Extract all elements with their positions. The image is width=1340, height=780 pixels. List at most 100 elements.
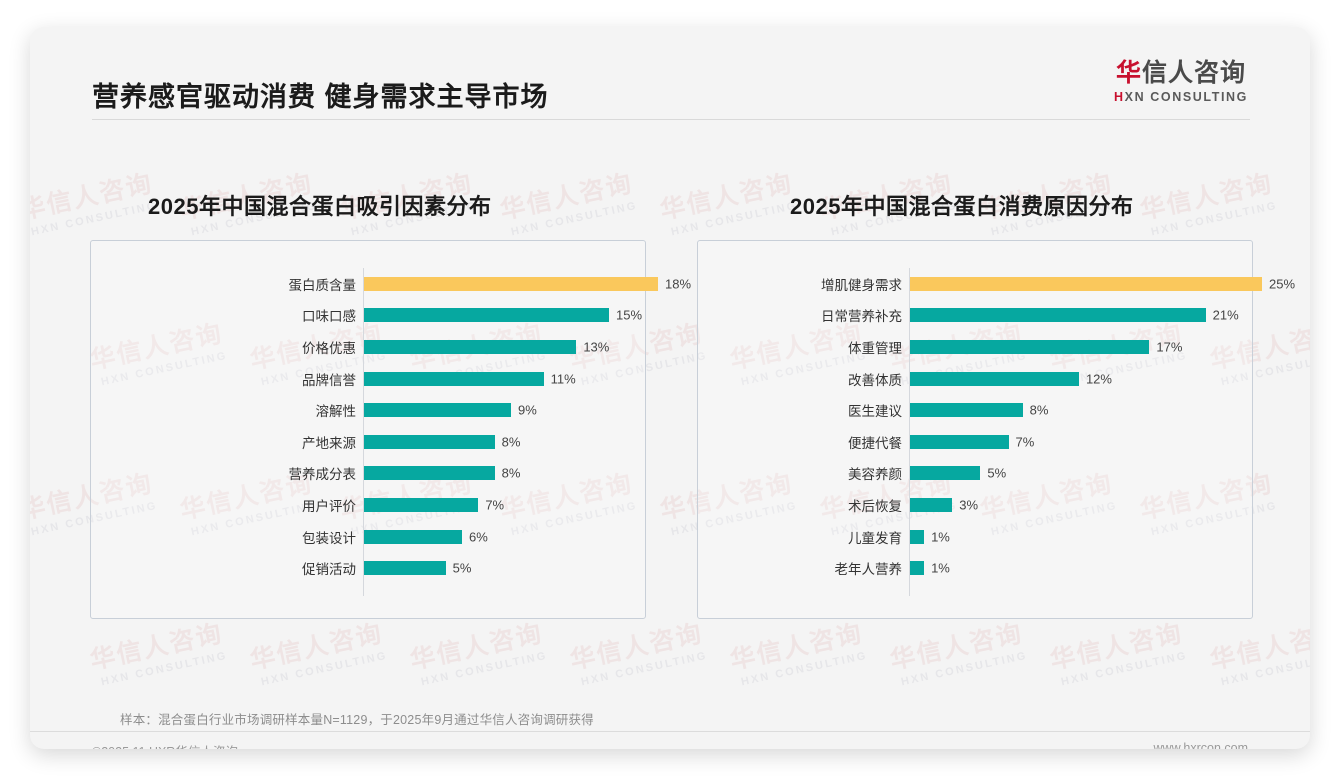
chart-title-left: 2025年中国混合蛋白吸引因素分布 [148,194,492,219]
watermark-chinese: 华信人咨询 [30,169,156,225]
bar [910,339,1150,354]
bar [910,276,1262,291]
chart-bar-row: 医生建议 8% [697,394,1251,426]
bar [364,371,544,386]
watermark-chinese: 华信人咨询 [87,619,226,675]
logo-chinese-text: 华信人咨询 [1114,59,1248,88]
watermark-chinese: 华信人咨询 [407,619,546,675]
bar [910,308,1206,323]
bar-value-label: 17% [1156,339,1183,355]
bar-value-label: 13% [583,339,610,355]
website-url: www.hxrcon.com [1153,741,1248,749]
watermark-english: HXN CONSULTING [259,649,389,689]
bar-chart-consumption-reasons: 增肌健身需求 25% 日常营养补充 21% 体重管理 17% 改善体质 12% 医生建议 8% 便捷… [697,240,1295,617]
bar-value-label: 5% [987,465,1007,481]
watermark-english: HXN CONSULTING [579,649,709,689]
chart-bar-row: 包装设计 6% [90,521,644,553]
chart-bar-row: 产地来源 8% [90,426,644,458]
bar [364,403,511,418]
bar-value-label: 3% [959,497,979,513]
watermark-english: HXN CONSULTING [1059,649,1189,689]
chart-bar-row: 促销活动 5% [90,552,644,584]
bar-category-label: 医生建议 [848,404,902,420]
watermark-english: HXN CONSULTING [1219,649,1310,689]
bar [364,466,495,481]
logo-chinese-first-char: 华 [1115,59,1142,87]
bar-category-label: 品牌信誉 [302,372,356,388]
bar-value-label: 5% [452,560,472,576]
slide-header: 营养感官驱动消费 健身需求主导市场 华信人咨询 HXN CONSULTING [30,27,1310,120]
bar-category-label: 老年人营养 [834,562,903,578]
bar [364,276,658,291]
bar [364,529,462,544]
chart-bar-row: 溶解性 9% [90,394,644,426]
watermark-english: HXN CONSULTING [899,649,1029,689]
chart-bar-row: 蛋白质含量 18% [90,268,692,300]
header-divider [92,119,1250,120]
sample-footnote: 样本：混合蛋白行业市场调研样本量N=1129，于2025年9月通过华信人咨询调研… [120,713,594,727]
chart-bar-row: 美容养颜 5% [697,458,1251,490]
chart-bar-row: 便捷代餐 7% [697,426,1251,458]
page-title: 营养感官驱动消费 健身需求主导市场 [92,82,549,112]
bar-value-label: 25% [1269,276,1296,292]
bar-value-label: 12% [1085,371,1112,387]
bar-category-label: 体重管理 [848,340,902,356]
bar [910,497,953,512]
chart-bar-row: 改善体质 12% [697,363,1251,395]
bar-category-label: 增肌健身需求 [821,277,902,293]
chart-axis-line [363,268,364,596]
chart-title-right: 2025年中国混合蛋白消费原因分布 [790,194,1134,219]
watermark-chinese: 华信人咨询 [567,619,706,675]
logo-english-rest: XN CONSULTING [1124,89,1248,104]
footer-divider [30,731,1310,732]
chart-bar-row: 日常营养补充 21% [697,300,1251,332]
bar-value-label: 9% [518,402,537,418]
chart-bar-row: 口味口感 15% [90,300,644,332]
bar [364,434,495,449]
chart-bar-row: 增肌健身需求 25% [697,268,1295,300]
chart-rows: 增肌健身需求 25% 日常营养补充 21% 体重管理 17% 改善体质 12% 医生建议 8% 便捷… [697,268,1295,584]
chart-bar-row: 体重管理 17% [697,331,1251,363]
bar-value-label: 8% [501,434,521,450]
bar-value-label: 8% [1029,402,1049,418]
chart-bar-row: 品牌信誉 11% [90,363,644,395]
bar-value-label: 15% [616,307,643,323]
bar-value-label: 18% [665,276,692,292]
chart-bar-row: 术后恢复 3% [697,489,1251,521]
logo-english-text: HXN CONSULTING [1114,90,1248,104]
bar [910,466,981,481]
bar-value-label: 6% [469,529,488,545]
bar-value-label: 1% [931,560,950,576]
bar-category-label: 术后恢复 [848,498,902,514]
bar [910,403,1023,418]
bar [910,529,925,544]
bar-value-label: 1% [931,529,950,545]
bar-category-label: 包装设计 [302,530,356,546]
bar-value-label: 8% [501,465,521,481]
bar-value-label: 21% [1212,307,1239,323]
bar-category-label: 蛋白质含量 [288,277,357,293]
bar-category-label: 美容养颜 [848,467,902,483]
bar-chart-attraction-factors: 蛋白质含量 18% 口味口感 15% 价格优惠 13% 品牌信誉 11% 溶解性 9% 产地来源 8%… [90,240,692,617]
watermark-english: HXN CONSULTING [739,649,869,689]
watermark-chinese: 华信人咨询 [727,619,866,675]
chart-bar-row: 营养成分表 8% [90,458,644,490]
chart-bar-row: 价格优惠 13% [90,331,644,363]
brand-logo: 华信人咨询 HXN CONSULTING [1114,59,1248,104]
chart-panel-left [90,240,646,619]
watermark-chinese: 华信人咨询 [497,169,636,225]
chart-rows: 蛋白质含量 18% 口味口感 15% 价格优惠 13% 品牌信誉 11% 溶解性 9% 产地来源 8%… [90,268,692,584]
chart-bar-row: 儿童发育 1% [697,521,1251,553]
watermark-chinese: 华信人咨询 [247,619,386,675]
chart-panel-right [697,240,1253,619]
slide-card: 华信人咨询 HXN CONSULTING 华信人咨询 HXN CONSULTING 华信… [30,27,1310,749]
